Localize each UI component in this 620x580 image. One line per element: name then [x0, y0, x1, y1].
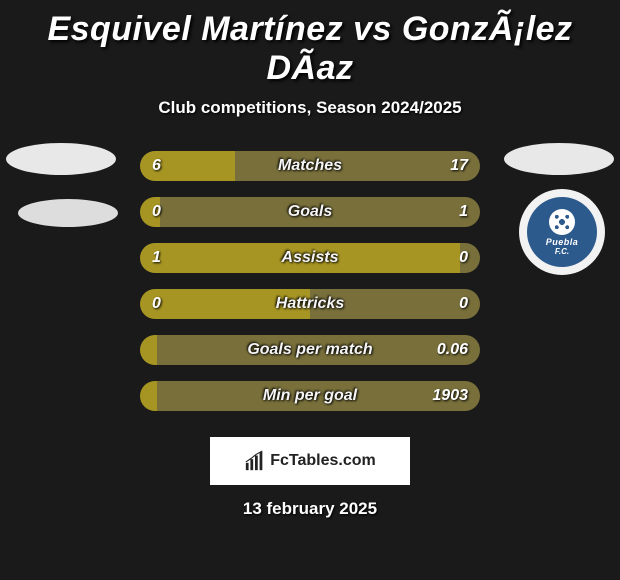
stat-row: Matches 6 17	[0, 143, 620, 189]
bar-track: Assists 1 0	[140, 243, 480, 273]
bar-track: Hattricks 0 0	[140, 289, 480, 319]
stat-label: Goals per match	[247, 341, 372, 359]
comparison-chart: Puebla F.C. Matches617Goals01Assists10Ha…	[0, 143, 620, 419]
stat-value-right: 0.06	[437, 341, 468, 359]
stat-label: Goals	[288, 203, 332, 221]
bar-left-fill	[140, 335, 157, 365]
page-title: Esquivel Martínez vs GonzÃ¡lez DÃaz	[0, 0, 620, 88]
stat-row: Hattricks 0 0	[0, 281, 620, 327]
stat-value-right: 17	[450, 157, 468, 175]
bar-chart-icon	[244, 450, 266, 472]
stat-value-right: 1	[459, 203, 468, 221]
bar-right-fill	[235, 151, 480, 181]
stat-label: Min per goal	[263, 387, 357, 405]
subtitle: Club competitions, Season 2024/2025	[0, 98, 620, 118]
stat-label: Matches	[278, 157, 342, 175]
stat-value-left: 6	[152, 157, 161, 175]
date-line: 13 february 2025	[0, 499, 620, 519]
brand-text: FcTables.com	[270, 452, 376, 470]
stat-value-right: 0	[459, 295, 468, 313]
bar-track: Matches 6 17	[140, 151, 480, 181]
stat-label: Assists	[282, 249, 339, 267]
bar-track: Goals 0 1	[140, 197, 480, 227]
stat-row: Assists 1 0	[0, 235, 620, 281]
stat-value-right: 0	[459, 249, 468, 267]
stat-row: Goals per match 0.06	[0, 327, 620, 373]
stat-value-left: 1	[152, 249, 161, 267]
stat-row: Min per goal 1903	[0, 373, 620, 419]
stat-value-right: 1903	[432, 387, 468, 405]
bar-track: Goals per match 0.06	[140, 335, 480, 365]
brand-watermark: FcTables.com	[210, 437, 410, 485]
stat-value-left: 0	[152, 203, 161, 221]
stat-label: Hattricks	[276, 295, 344, 313]
bar-track: Min per goal 1903	[140, 381, 480, 411]
stat-value-left: 0	[152, 295, 161, 313]
bar-left-fill	[140, 381, 157, 411]
stat-row: Goals 0 1	[0, 189, 620, 235]
